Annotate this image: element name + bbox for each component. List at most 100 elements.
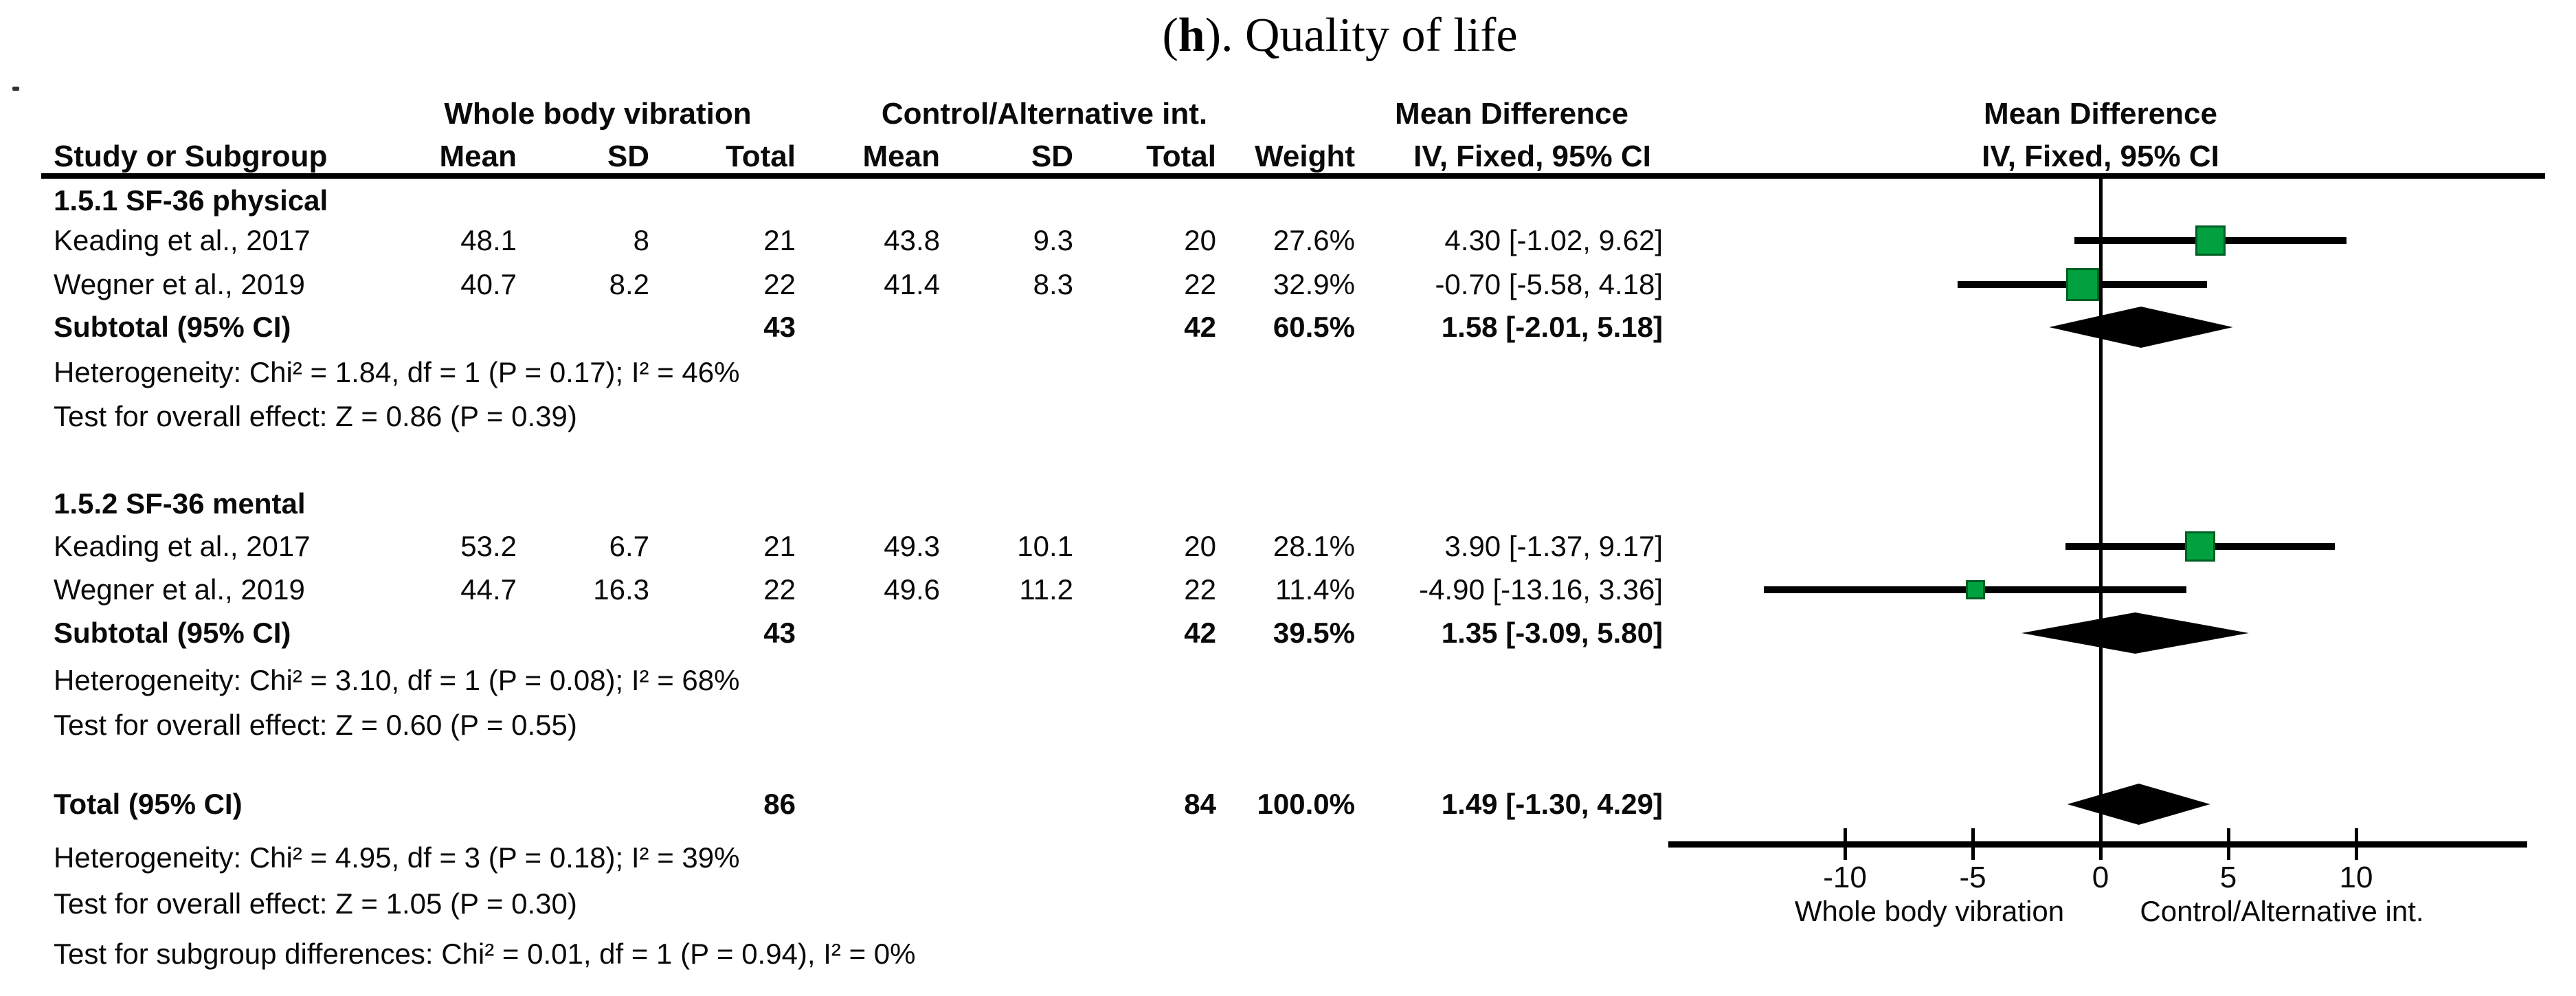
overall-effect-text: Test for overall effect: Z = 0.86 (P = 0… — [54, 400, 577, 432]
cell-mean2: 41.4 — [884, 268, 940, 300]
group-header-intervention: Whole body vibration — [444, 97, 752, 131]
cell-total1: 21 — [763, 530, 796, 562]
cell-total2: 42 — [1184, 311, 1216, 343]
cell-ci-text: 3.90 [-1.37, 9.17] — [1444, 530, 1663, 562]
column-header-total2: Total — [1146, 140, 1216, 173]
axis-tick-label: -5 — [1959, 861, 1986, 894]
axis-tick-label: 5 — [2219, 861, 2237, 894]
axis-tick — [1844, 828, 1847, 860]
cell-total2: 20 — [1184, 530, 1216, 562]
axis-tick-label: 10 — [2339, 861, 2373, 894]
total-label: Total (95% CI) — [54, 788, 243, 820]
cell-mean2: 49.3 — [884, 530, 940, 562]
subtotal-diamond — [2049, 307, 2233, 348]
axis-tick-label: -10 — [1823, 861, 1867, 894]
title-panel-letter: h — [1178, 9, 1205, 62]
x-axis — [1668, 841, 2527, 848]
group-header-control: Control/Alternative int. — [881, 97, 1208, 131]
heterogeneity-text: Heterogeneity: Chi² = 1.84, df = 1 (P = … — [54, 356, 740, 388]
study-name: Wegner et al., 2019 — [54, 573, 305, 606]
cell-total2: 84 — [1184, 788, 1216, 820]
cell-ci-text: 4.30 [-1.02, 9.62] — [1444, 224, 1663, 256]
study-name: Keading et al., 2017 — [54, 530, 311, 562]
heterogeneity-text: Heterogeneity: Chi² = 3.10, df = 1 (P = … — [54, 664, 740, 696]
cell-weight: 28.1% — [1273, 530, 1355, 562]
cell-mean1: 40.7 — [460, 268, 517, 300]
axis-tick — [2355, 828, 2358, 860]
favours-left-label: Whole body vibration — [1794, 895, 2065, 927]
cell-total1: 22 — [763, 573, 796, 606]
subgroup-label: 1.5.1 SF-36 physical — [54, 184, 328, 217]
cell-weight: 11.4% — [1275, 573, 1355, 606]
column-header-total1: Total — [726, 140, 796, 173]
cell-sd2: 11.2 — [1019, 573, 1073, 606]
overall-effect-text: Test for overall effect: Z = 0.60 (P = 0… — [54, 709, 577, 741]
cell-weight: 39.5% — [1273, 617, 1355, 649]
column-header-mean1: Mean — [439, 140, 517, 173]
header-rule — [41, 173, 2545, 179]
study-name: Wegner et al., 2019 — [54, 268, 305, 300]
cell-total2: 22 — [1184, 573, 1216, 606]
axis-tick — [2099, 828, 2103, 860]
title-rest: ). Quality of life — [1205, 9, 1518, 62]
cell-sd1: 8.2 — [609, 268, 649, 300]
cell-sd1: 16.3 — [593, 573, 649, 606]
cell-weight: 60.5% — [1273, 311, 1355, 343]
effect-square — [1965, 580, 1985, 599]
subtotal-label: Subtotal (95% CI) — [54, 311, 291, 343]
subgroup-label: 1.5.2 SF-36 mental — [54, 487, 306, 520]
axis-tick-label: 0 — [2092, 861, 2109, 894]
zero-effect-line — [2099, 177, 2103, 845]
cell-sd1: 6.7 — [609, 530, 649, 562]
cell-sd2: 9.3 — [1033, 224, 1073, 256]
column-header-weight: Weight — [1255, 140, 1355, 173]
cell-ci-text: -4.90 [-13.16, 3.36] — [1419, 573, 1663, 606]
column-header-sd2: SD — [1031, 140, 1073, 173]
cell-total2: 20 — [1184, 224, 1216, 256]
subtotal-diamond — [2021, 612, 2249, 654]
figure-title: (h). Quality of life — [1162, 8, 1517, 63]
column-header-iv-ci-left: IV, Fixed, 95% CI — [1413, 140, 1651, 173]
cell-sd1: 8 — [633, 224, 649, 256]
cell-ci-text: 1.35 [-3.09, 5.80] — [1441, 617, 1663, 649]
cell-total1: 21 — [763, 224, 796, 256]
axis-tick — [2227, 828, 2230, 860]
total-overall-effect-text: Test for overall effect: Z = 1.05 (P = 0… — [54, 887, 577, 920]
mean-difference-header-right: Mean Difference — [1984, 97, 2217, 131]
cell-total1: 22 — [763, 268, 796, 300]
cell-mean1: 48.1 — [460, 224, 517, 256]
total-diamond — [2067, 784, 2210, 825]
stray-mark — [12, 87, 19, 91]
cell-mean2: 43.8 — [884, 224, 940, 256]
subtotal-label: Subtotal (95% CI) — [54, 617, 291, 649]
effect-square — [2065, 268, 2099, 301]
cell-ci-text: 1.49 [-1.30, 4.29] — [1441, 788, 1663, 820]
cell-mean1: 53.2 — [460, 530, 517, 562]
column-header-mean2: Mean — [862, 140, 940, 173]
mean-difference-header-left: Mean Difference — [1395, 97, 1628, 131]
total-heterogeneity-text: Heterogeneity: Chi² = 4.95, df = 3 (P = … — [54, 841, 740, 874]
subgroup-differences-text: Test for subgroup differences: Chi² = 0.… — [54, 938, 916, 970]
column-header-iv-ci-right: IV, Fixed, 95% CI — [1982, 140, 2219, 173]
cell-total2: 42 — [1184, 617, 1216, 649]
cell-total1: 43 — [763, 617, 796, 649]
cell-sd2: 8.3 — [1033, 268, 1073, 300]
cell-ci-text: -0.70 [-5.58, 4.18] — [1435, 268, 1663, 300]
cell-mean1: 44.7 — [460, 573, 517, 606]
cell-weight: 27.6% — [1273, 224, 1355, 256]
effect-square — [2195, 225, 2226, 256]
column-header-study: Study or Subgroup — [54, 140, 328, 173]
cell-mean2: 49.6 — [884, 573, 940, 606]
effect-square — [2185, 531, 2216, 562]
title-open: ( — [1162, 9, 1178, 62]
cell-total1: 86 — [763, 788, 796, 820]
cell-weight: 32.9% — [1273, 268, 1355, 300]
column-header-sd1: SD — [607, 140, 649, 173]
cell-total1: 43 — [763, 311, 796, 343]
cell-ci-text: 1.58 [-2.01, 5.18] — [1441, 311, 1663, 343]
cell-weight: 100.0% — [1257, 788, 1355, 820]
cell-sd2: 10.1 — [1017, 530, 1073, 562]
favours-right-label: Control/Alternative int. — [2140, 895, 2424, 927]
axis-tick — [1971, 828, 1975, 860]
